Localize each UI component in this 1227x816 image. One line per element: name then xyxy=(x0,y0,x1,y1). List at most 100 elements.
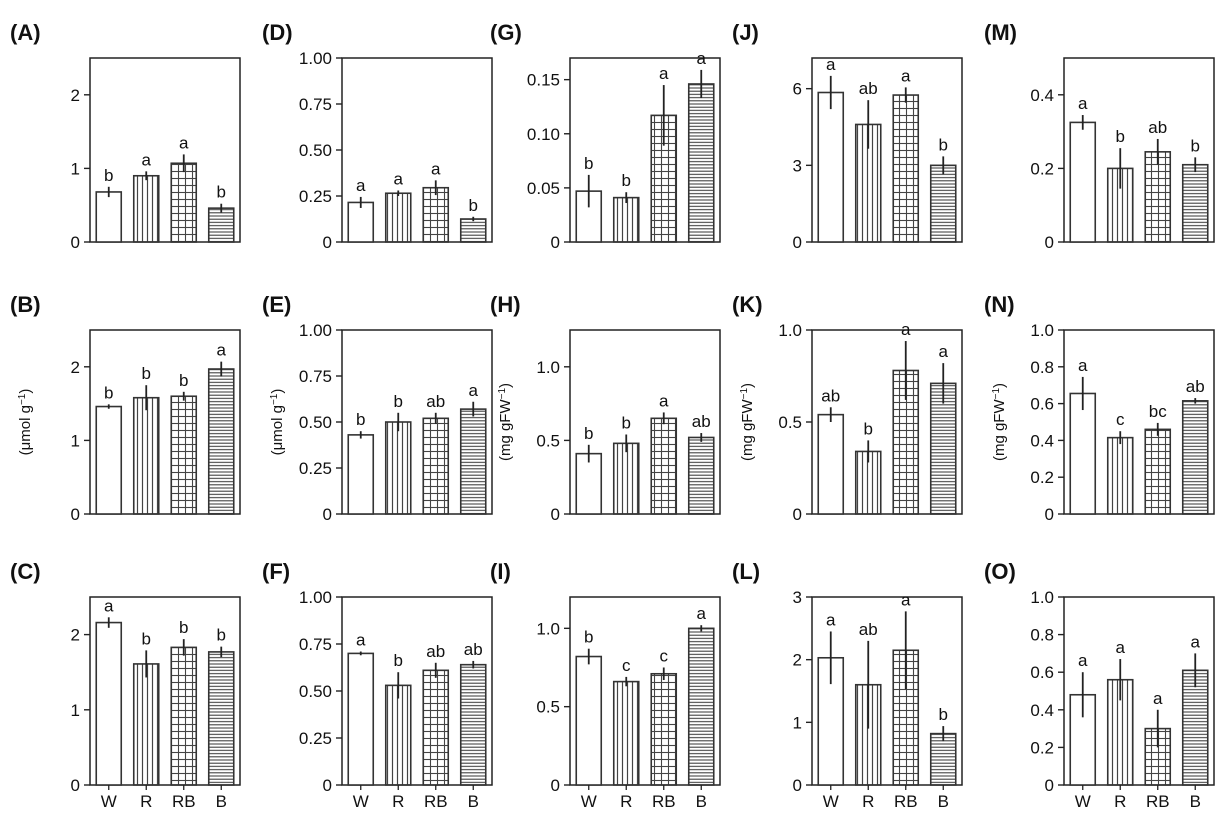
y-tick-label: 1.0 xyxy=(1030,588,1054,607)
y-tick-label: 0.75 xyxy=(299,95,332,114)
significance-letter: a xyxy=(394,169,404,188)
bar xyxy=(347,434,375,515)
bar xyxy=(929,732,957,786)
significance-letter: c xyxy=(1116,410,1125,429)
bar xyxy=(95,405,123,515)
bar xyxy=(929,382,957,515)
bar xyxy=(132,174,160,243)
x-tick-label: W xyxy=(823,792,839,811)
y-tick-label: 3 xyxy=(793,156,802,175)
chart-panel-a: (A) 0 1 2 b a a b xyxy=(10,20,241,252)
chart-panel-h: (H) 0 0.5 1.0 (mg gFW−1) b b a ab xyxy=(490,292,721,524)
y-tick-label: 0 xyxy=(71,233,80,252)
y-tick-label: 0 xyxy=(551,233,560,252)
y-tick-label: 2 xyxy=(793,651,802,670)
significance-letter: a xyxy=(1078,651,1088,670)
y-tick-label: 0.8 xyxy=(1030,626,1054,645)
y-tick-label: 1 xyxy=(71,701,80,720)
panel-label: (B) xyxy=(10,292,41,317)
x-tick-label: W xyxy=(353,792,369,811)
bar xyxy=(384,192,412,243)
x-tick-label: B xyxy=(216,792,227,811)
bar xyxy=(347,201,375,243)
y-tick-label: 2 xyxy=(71,358,80,377)
significance-letter: ab xyxy=(692,412,711,431)
significance-letter: b xyxy=(394,392,403,411)
bar xyxy=(575,452,603,515)
plot-frame xyxy=(811,57,963,243)
y-tick-label: 0.75 xyxy=(299,635,332,654)
bar xyxy=(1181,669,1209,786)
y-tick-label: 0.50 xyxy=(299,413,332,432)
bar xyxy=(132,396,160,515)
bar xyxy=(817,91,845,243)
bar xyxy=(207,207,235,243)
chart-panel-e: (E) 0 0.25 0.50 0.75 1.00 (μmol g−1) b b ab a xyxy=(262,292,493,524)
y-tick-label: 0.8 xyxy=(1030,358,1054,377)
panel-label: (M) xyxy=(984,20,1017,45)
bar xyxy=(1069,121,1097,243)
y-tick-label: 0 xyxy=(71,776,80,795)
significance-letter: b xyxy=(142,364,151,383)
significance-letter: a xyxy=(356,176,366,195)
panel-label: (E) xyxy=(262,292,291,317)
significance-letter: b xyxy=(864,419,873,438)
y-tick-label: 0.25 xyxy=(299,187,332,206)
bar xyxy=(207,651,235,786)
y-tick-label: 3 xyxy=(793,588,802,607)
significance-letter: c xyxy=(660,647,669,666)
significance-letter: a xyxy=(826,610,836,629)
x-tick-label: RB xyxy=(652,792,676,811)
significance-letter: a xyxy=(1153,689,1163,708)
significance-letter: a xyxy=(431,159,441,178)
chart-panel-i: (I) 0 0.5 1.0 b Wc Rc RB a B xyxy=(490,559,721,811)
significance-letter: b xyxy=(939,135,948,154)
significance-letter: b xyxy=(356,410,365,429)
significance-letter: ab xyxy=(1148,118,1167,137)
significance-letter: a xyxy=(1116,638,1126,657)
plot-frame xyxy=(569,596,721,786)
bar xyxy=(384,421,412,515)
y-axis-label: (μmol g−1) xyxy=(269,389,287,456)
bar xyxy=(687,627,715,786)
chart-panel-k: (K) 0 0.5 1.0 (mg gFW−1) ab b a a xyxy=(732,292,963,524)
y-tick-label: 0.05 xyxy=(527,179,560,198)
y-tick-label: 0.15 xyxy=(527,71,560,90)
bar xyxy=(459,408,487,515)
bar xyxy=(422,669,450,786)
significance-letter: b xyxy=(217,183,226,202)
panel-label: (F) xyxy=(262,559,290,584)
significance-letter: b xyxy=(104,383,113,402)
bar xyxy=(1106,436,1134,515)
y-axis-label: (mg gFW−1) xyxy=(497,383,515,461)
y-tick-label: 0 xyxy=(323,776,332,795)
y-tick-label: 6 xyxy=(793,80,802,99)
y-axis-label: (mg gFW−1) xyxy=(991,383,1009,461)
significance-letter: ab xyxy=(426,392,445,411)
y-axis-label: (mg gFW−1) xyxy=(739,383,757,461)
y-tick-label: 0 xyxy=(1045,233,1054,252)
bar xyxy=(422,417,450,515)
x-tick-label: B xyxy=(1190,792,1201,811)
bar xyxy=(892,369,920,515)
significance-letter: a xyxy=(939,342,949,361)
significance-letter: a xyxy=(1191,632,1201,651)
bar xyxy=(170,395,198,515)
significance-letter: b xyxy=(584,154,593,173)
y-tick-label: 0.5 xyxy=(536,431,560,450)
y-tick-label: 0 xyxy=(71,505,80,524)
chart-panel-m: (M)00.20.4 ab abb xyxy=(984,20,1215,252)
significance-letter: b xyxy=(939,705,948,724)
y-tick-label: 0 xyxy=(551,776,560,795)
y-tick-label: 1.00 xyxy=(299,588,332,607)
plot-frame xyxy=(1063,329,1215,515)
bar xyxy=(1069,392,1097,515)
chart-panel-d: (D) 0 0.25 0.50 0.75 1.00 a a a b xyxy=(262,20,493,252)
x-tick-label: B xyxy=(468,792,479,811)
y-tick-label: 0.50 xyxy=(299,682,332,701)
y-tick-label: 0.5 xyxy=(778,413,802,432)
bar xyxy=(612,680,640,786)
